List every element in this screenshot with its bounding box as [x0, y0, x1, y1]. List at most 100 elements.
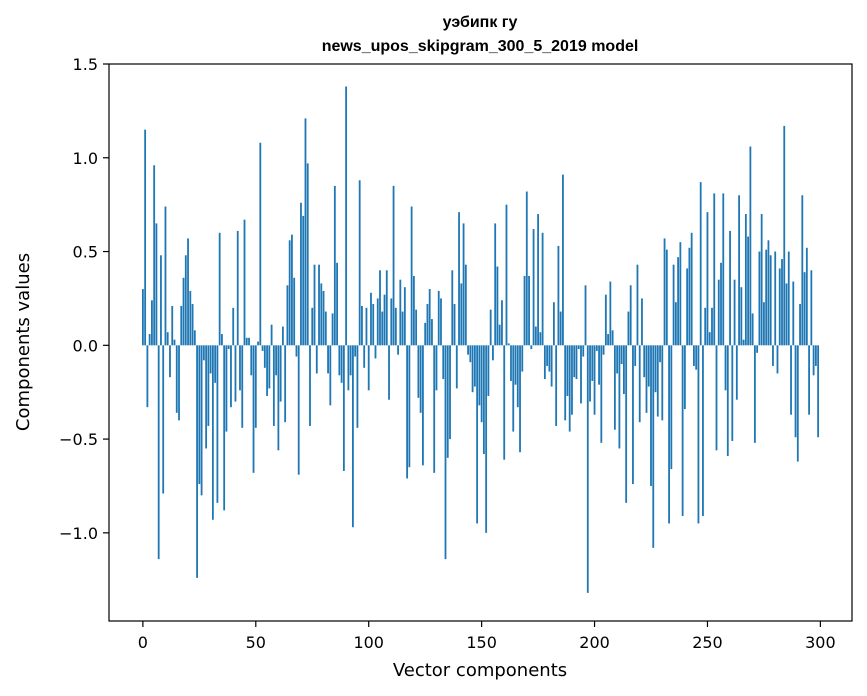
bar — [227, 345, 230, 350]
bar — [760, 214, 763, 346]
x-tick-label: 0 — [138, 633, 148, 652]
bar — [437, 290, 440, 346]
bar — [148, 334, 151, 346]
bar — [763, 302, 765, 346]
bar — [268, 345, 271, 389]
x-tick-label: 100 — [353, 633, 384, 652]
bar — [765, 249, 768, 346]
bar — [733, 279, 736, 346]
bar — [519, 345, 521, 453]
bar — [546, 345, 549, 366]
bar — [216, 345, 219, 503]
bar — [566, 345, 569, 396]
bar — [218, 232, 221, 346]
bar — [306, 163, 309, 346]
bar — [720, 262, 722, 346]
bar — [562, 174, 564, 346]
bar — [406, 345, 409, 479]
bar — [187, 238, 189, 346]
bar — [595, 345, 598, 351]
bar — [704, 307, 707, 346]
bar — [681, 345, 684, 516]
bar — [514, 345, 517, 385]
bar — [279, 345, 282, 402]
y-tick-label: 0.0 — [73, 336, 98, 355]
bar — [512, 345, 515, 432]
bar — [178, 345, 180, 421]
bar — [302, 215, 305, 346]
bar — [419, 345, 422, 413]
bar — [503, 345, 506, 460]
bar — [318, 264, 320, 346]
bar — [431, 319, 433, 346]
bar — [523, 275, 526, 346]
bar — [699, 182, 702, 346]
bar — [453, 304, 456, 346]
bar — [690, 232, 693, 346]
bar — [609, 281, 612, 346]
bar — [674, 302, 677, 346]
bar — [661, 345, 664, 421]
bar — [304, 118, 307, 346]
bar — [555, 345, 558, 426]
chart-title-line2: news_upos_skipgram_300_5_2019 model — [322, 38, 639, 55]
bar — [787, 251, 790, 346]
bar — [783, 125, 786, 346]
bar — [695, 345, 698, 370]
bar — [155, 223, 158, 346]
bar — [494, 223, 497, 346]
bar — [324, 311, 327, 346]
bar — [625, 345, 628, 503]
bar — [706, 212, 709, 346]
bar — [342, 345, 345, 471]
bar — [679, 242, 682, 346]
bar — [372, 304, 375, 346]
bar — [607, 334, 609, 346]
bar — [388, 345, 390, 400]
bar — [478, 345, 481, 406]
bar — [320, 283, 323, 346]
bar — [559, 311, 562, 346]
bar — [586, 345, 589, 593]
bar — [462, 223, 465, 346]
bar — [668, 345, 670, 524]
bar — [415, 309, 418, 346]
bar — [516, 345, 519, 408]
bar — [144, 129, 147, 346]
bar — [539, 332, 542, 346]
bar — [232, 307, 235, 346]
bar — [397, 345, 399, 355]
bar — [338, 345, 341, 376]
bar — [753, 345, 756, 443]
bar — [392, 185, 395, 346]
bar — [620, 345, 623, 365]
bar — [189, 290, 192, 346]
bar — [550, 345, 553, 387]
bar — [295, 345, 298, 357]
bar — [180, 305, 183, 346]
bar — [735, 345, 738, 400]
bar — [729, 230, 731, 346]
bar — [367, 345, 370, 391]
bar — [781, 259, 783, 346]
bar — [534, 326, 537, 346]
bar — [785, 283, 788, 346]
bar — [345, 86, 348, 346]
bar — [473, 345, 476, 387]
bar — [552, 302, 555, 346]
bar — [223, 345, 226, 511]
bar — [482, 345, 485, 455]
bar — [444, 345, 447, 560]
bar — [582, 345, 585, 357]
bar — [808, 345, 810, 415]
bar — [266, 345, 268, 396]
bar — [652, 345, 655, 548]
bar — [507, 343, 510, 346]
bar — [636, 264, 639, 346]
bar — [568, 345, 571, 432]
bar — [740, 287, 743, 346]
bar — [602, 345, 605, 355]
bar — [530, 345, 533, 350]
bar — [492, 345, 494, 361]
bar — [361, 305, 363, 346]
